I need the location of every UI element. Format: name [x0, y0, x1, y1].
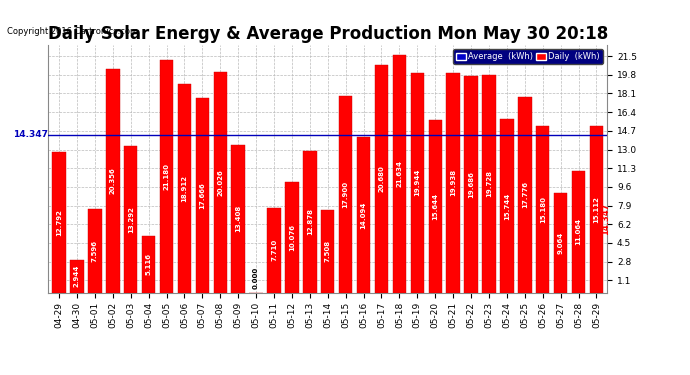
- Text: Copyright 2016 Cartronics.com: Copyright 2016 Cartronics.com: [7, 27, 138, 36]
- Text: 14.347: 14.347: [13, 130, 48, 139]
- Bar: [572, 171, 585, 292]
- Text: 15.180: 15.180: [540, 195, 546, 222]
- Bar: [446, 73, 460, 292]
- Text: 15.644: 15.644: [432, 193, 438, 220]
- Text: 19.728: 19.728: [486, 171, 492, 198]
- Bar: [52, 152, 66, 292]
- Text: 19.686: 19.686: [468, 171, 474, 198]
- Text: 14.347: 14.347: [601, 202, 610, 234]
- Text: 20.356: 20.356: [110, 167, 116, 194]
- Text: 15.744: 15.744: [504, 192, 510, 219]
- Text: 13.292: 13.292: [128, 206, 134, 233]
- Bar: [88, 209, 101, 292]
- Text: 5.116: 5.116: [146, 254, 152, 275]
- Text: 19.938: 19.938: [450, 169, 456, 196]
- Bar: [321, 210, 335, 292]
- Bar: [357, 138, 371, 292]
- Bar: [464, 76, 477, 292]
- Bar: [106, 69, 119, 292]
- Text: 14.094: 14.094: [361, 201, 366, 229]
- Bar: [160, 60, 173, 292]
- Bar: [500, 119, 513, 292]
- Text: 9.064: 9.064: [558, 231, 564, 254]
- Text: 20.026: 20.026: [217, 169, 224, 196]
- Text: 7.710: 7.710: [271, 239, 277, 261]
- Text: 17.900: 17.900: [343, 180, 348, 208]
- Bar: [178, 84, 191, 292]
- Bar: [142, 236, 155, 292]
- Bar: [285, 182, 299, 292]
- Bar: [303, 151, 317, 292]
- Bar: [267, 208, 281, 292]
- Bar: [518, 97, 531, 292]
- Title: Daily Solar Energy & Average Production Mon May 30 20:18: Daily Solar Energy & Average Production …: [48, 26, 608, 44]
- Text: 13.408: 13.408: [235, 205, 242, 232]
- Text: 0.000: 0.000: [253, 267, 259, 289]
- Text: 7.596: 7.596: [92, 240, 98, 262]
- Text: 10.076: 10.076: [289, 224, 295, 251]
- Legend: Average  (kWh), Daily  (kWh): Average (kWh), Daily (kWh): [453, 49, 603, 64]
- Bar: [70, 260, 83, 292]
- Bar: [339, 96, 353, 292]
- Bar: [590, 126, 603, 292]
- Bar: [536, 126, 549, 292]
- Text: 12.878: 12.878: [307, 208, 313, 235]
- Text: 17.776: 17.776: [522, 181, 528, 208]
- Text: 17.666: 17.666: [199, 182, 206, 209]
- Bar: [482, 75, 495, 292]
- Text: 20.680: 20.680: [379, 165, 384, 192]
- Text: 12.792: 12.792: [56, 209, 62, 236]
- Bar: [213, 72, 227, 292]
- Text: 19.944: 19.944: [414, 169, 420, 196]
- Text: 18.912: 18.912: [181, 175, 188, 202]
- Bar: [124, 146, 137, 292]
- Bar: [428, 120, 442, 292]
- Text: 21.634: 21.634: [396, 160, 402, 187]
- Text: 11.064: 11.064: [575, 218, 582, 245]
- Bar: [393, 54, 406, 292]
- Text: 2.944: 2.944: [74, 265, 80, 288]
- Text: 7.508: 7.508: [325, 240, 331, 262]
- Text: 15.112: 15.112: [593, 196, 600, 223]
- Bar: [411, 73, 424, 292]
- Bar: [554, 193, 567, 292]
- Text: 21.180: 21.180: [164, 162, 170, 189]
- Bar: [231, 145, 245, 292]
- Bar: [196, 98, 209, 292]
- Bar: [375, 65, 388, 292]
